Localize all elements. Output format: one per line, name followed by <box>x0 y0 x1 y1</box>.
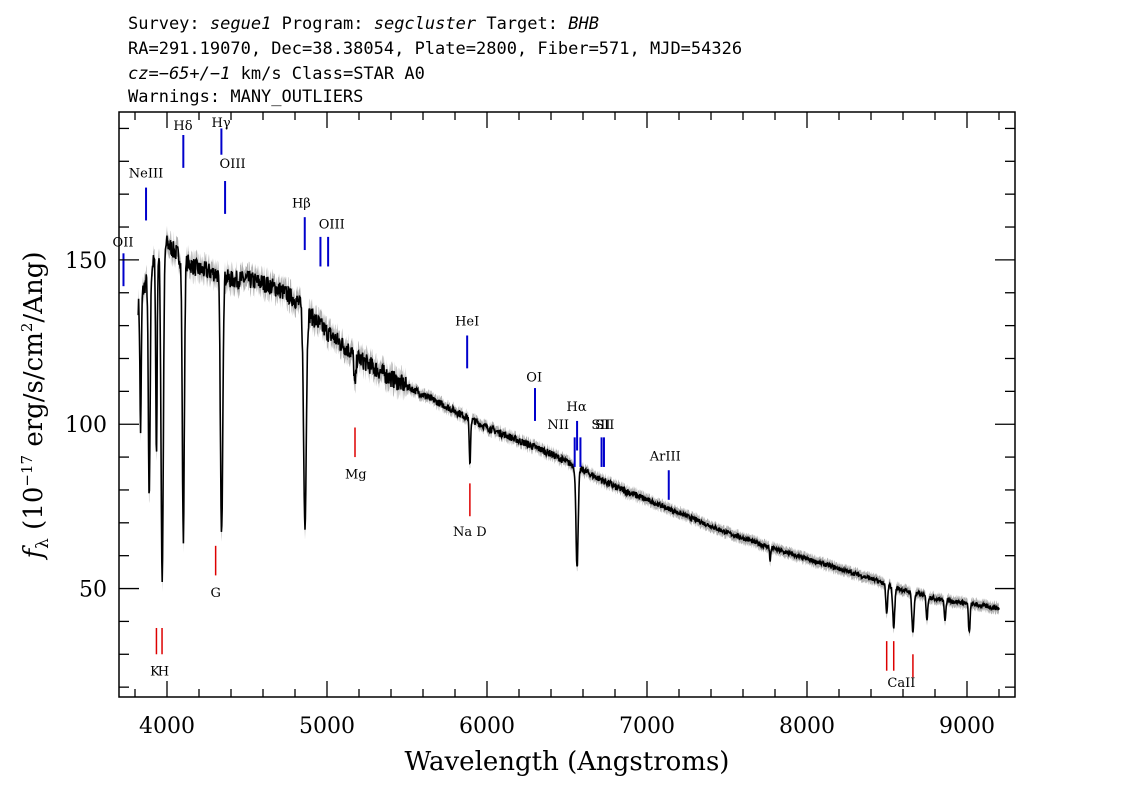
axes: 4000 5000 6000 7000 8000 9000 50 100 150 <box>65 111 1016 739</box>
plot-frame <box>118 111 1016 698</box>
spectral-line-label: Hα <box>567 400 587 415</box>
spectral-line-label: HeI <box>455 315 479 330</box>
spectral-line-label: Hβ <box>292 196 311 211</box>
y-axis-title: fλ (10−17 erg/s/cm2/Ang) <box>18 252 53 561</box>
spectral-line-label: CaII <box>887 676 915 691</box>
x-tick-label: 7000 <box>619 714 675 739</box>
spectral-line-label: OII <box>113 236 134 251</box>
spectral-line-label: Hγ <box>212 116 231 131</box>
spectral-line-label: NII <box>547 418 569 433</box>
spectral-line-label: ArIII <box>649 449 681 464</box>
x-tick-label: 5000 <box>299 714 355 739</box>
spectral-line-label: K <box>150 665 160 680</box>
x-tick-label: 8000 <box>779 714 835 739</box>
spectral-line-label: G <box>210 586 220 601</box>
header-line-1: Survey: segue1 Program: segcluster Targe… <box>128 14 599 34</box>
spectral-line-label: Hδ <box>173 119 192 134</box>
spectral-line-label: H <box>158 665 169 680</box>
spectral-line-label: SII <box>591 418 610 433</box>
spectrum-line <box>137 235 1000 634</box>
spectral-line-label: OI <box>526 370 542 385</box>
y-tick-label: 50 <box>79 578 107 603</box>
spectral-line-label: NeIII <box>129 167 163 182</box>
spectral-line-label: Na D <box>453 525 487 540</box>
x-tick-label: 4000 <box>139 714 195 739</box>
x-tick-label: 9000 <box>939 714 995 739</box>
header-line-3: cz=−65+/−1 km/s Class=STAR A0 <box>128 64 425 84</box>
plot-area <box>137 225 1000 638</box>
spectral-line-label: SII <box>595 418 614 433</box>
x-axis-title: Wavelength (Angstroms) <box>405 747 730 777</box>
spectral-line-label: OIII <box>319 218 345 233</box>
spectral-line-label: Mg <box>345 467 367 482</box>
header-line-2: RA=291.19070, Dec=38.38054, Plate=2800, … <box>128 39 742 59</box>
x-tick-label: 6000 <box>459 714 515 739</box>
spectral-line-label: OIII <box>220 157 246 172</box>
y-tick-label: 150 <box>65 249 107 274</box>
y-tick-label: 100 <box>65 413 107 438</box>
header-line-4: Warnings: MANY_OUTLIERS <box>128 87 363 107</box>
